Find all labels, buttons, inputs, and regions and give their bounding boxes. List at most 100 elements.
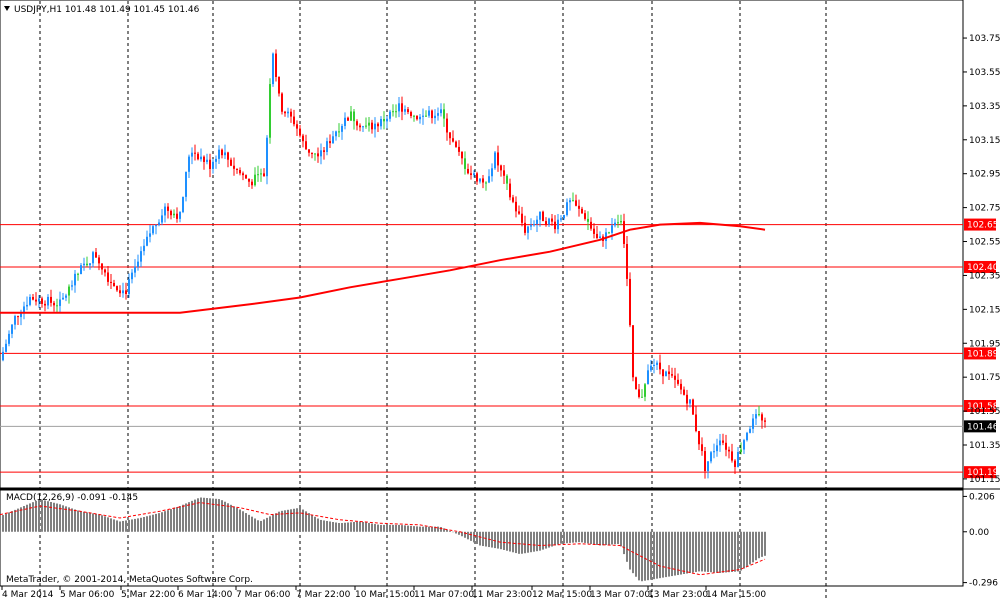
candle-body [548,218,550,225]
candle-body [695,414,697,431]
candle-body [614,222,616,226]
candle-body [356,121,358,126]
horizontal-levels[interactable]: 102.65 102.40 101.89 101.58 101.19 101.46 [0,218,999,479]
candle-body [50,296,52,303]
candle-body [158,222,160,225]
x-tick-label: 5 Mar 22:00 [121,590,176,600]
candle-body [650,365,652,371]
x-tick-label: 11 Mar 07:00 [414,590,474,600]
candle-body [170,210,172,216]
y-tick-label: 102.35 [969,271,1000,281]
candle-body [257,174,259,176]
candle-body [413,115,415,117]
candle-body [425,115,427,117]
candle-body [608,232,610,234]
y-tick-label: 102.95 [969,170,1000,180]
candle-body [149,233,151,237]
candle-body [554,221,556,230]
candle-body [173,213,175,216]
candle-body [20,313,22,318]
candle-body [38,298,40,302]
candle-body [578,205,580,209]
candle-body [533,224,535,226]
candle-body [290,111,292,117]
candle-body [560,218,562,220]
candle-body [530,225,532,227]
candle-body [728,449,730,452]
candle-body [479,178,481,182]
candle-body [248,178,250,182]
candle-body [359,125,361,128]
candle-body [365,125,367,127]
candle-body [353,111,355,122]
candle-body [101,263,103,270]
candle-body [326,141,328,152]
chart-symbol-header: USDJPY,H1 101.48 101.49 101.45 101.46 [14,5,200,15]
candle-body [362,126,364,128]
candle-body [209,159,211,169]
candle-body [80,265,82,275]
candle-body [539,211,541,220]
candlestick-series [2,49,766,479]
candle-body [122,290,124,294]
candle-body [110,281,112,283]
candle-body [713,451,715,453]
candle-body [443,109,445,119]
dropdown-triangle-icon[interactable] [4,6,10,11]
candle-body [35,299,37,302]
candle-body [239,170,241,174]
candle-body [635,377,637,390]
candle-body [749,428,751,433]
candle-body [488,176,490,183]
price-level-label: 101.19 [967,468,999,478]
candle-body [545,221,547,225]
candle-body [653,364,655,366]
macd-pane[interactable] [0,489,964,587]
candle-body [65,295,67,298]
candle-body [167,206,169,211]
macd-tick-label: -0.296 [969,579,998,589]
price-pane[interactable] [0,0,964,489]
price-level-tag [964,400,996,412]
candle-body [716,445,718,452]
candle-body [344,117,346,126]
candle-body [671,374,673,376]
candle-body [32,296,34,300]
candle-body [566,202,568,215]
candle-body [692,399,694,415]
candle-body [497,152,499,166]
candle-body [680,383,682,390]
candle-body [521,213,523,223]
candle-body [71,285,73,287]
candle-body [68,286,70,296]
candle-body [77,273,79,275]
candle-body [632,325,634,378]
candle-body [758,414,760,416]
copyright-text: MetaTrader, © 2001-2014, MetaQuotes Soft… [6,575,253,585]
candle-body [236,168,238,171]
candle-body [527,226,529,233]
candle-body [743,440,745,450]
candle-body [515,201,517,212]
candle-body [731,451,733,461]
macd-tick-label: 0.206 [969,492,995,502]
candle-body [704,451,706,472]
candle-body [422,115,424,117]
price-axis: 103.75 103.55 103.35 103.15 102.95 102.75 102.… [963,34,1000,485]
x-tick-label: 13 Mar 07:00 [590,590,650,600]
x-tick-label: 5 Mar 06:00 [60,590,115,600]
y-tick-label: 101.15 [969,475,1000,485]
candle-body [389,111,391,119]
candle-body [419,116,421,120]
candle-body [437,113,439,116]
candle-body [410,112,412,116]
candle-body [95,252,97,258]
y-tick-label: 103.15 [969,136,1000,146]
candle-body [296,124,298,129]
candle-body [179,212,181,219]
candle-body [503,170,505,176]
x-tick-label: 12 Mar 15:00 [532,590,592,600]
candle-body [428,110,430,116]
